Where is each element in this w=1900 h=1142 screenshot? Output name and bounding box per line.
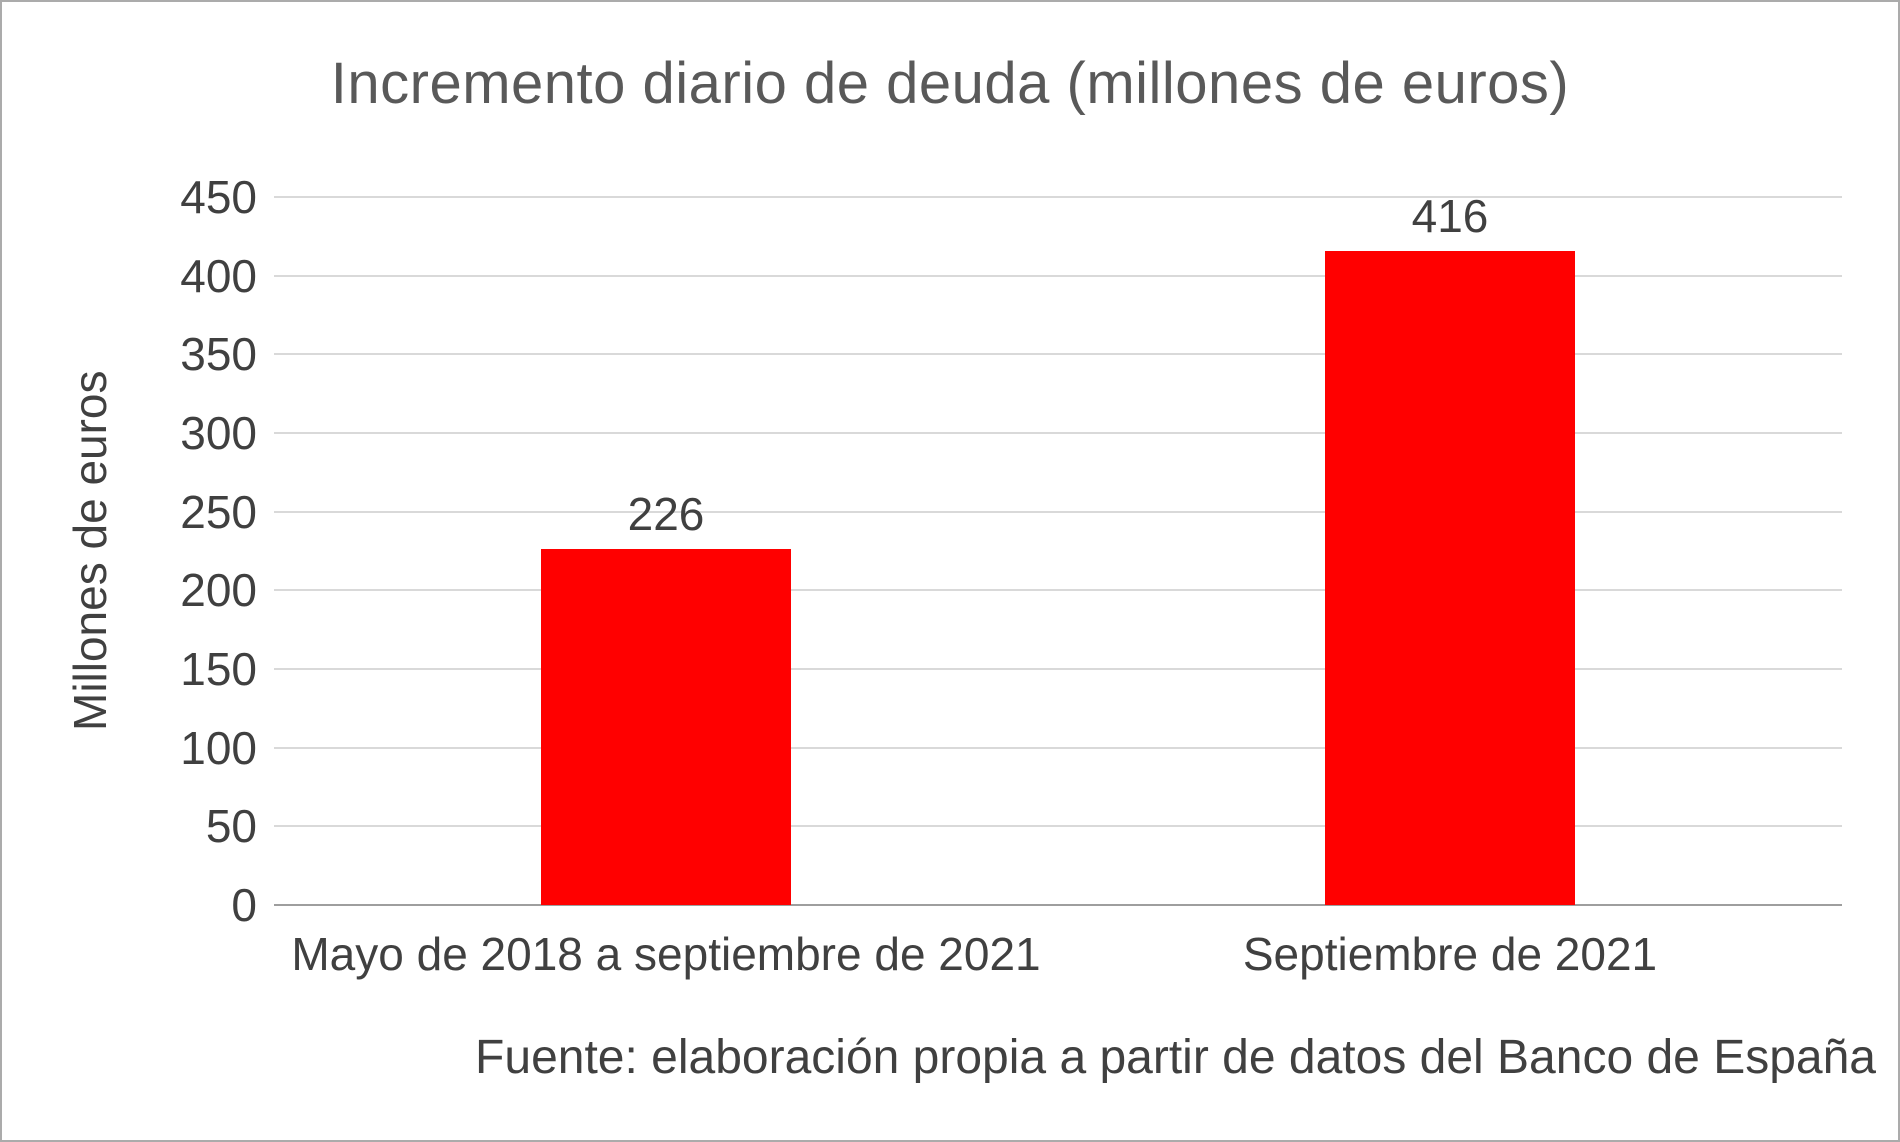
y-tick-label: 300 bbox=[180, 407, 257, 459]
bar-1: 226 bbox=[541, 488, 791, 905]
gridline bbox=[274, 589, 1842, 592]
source-note: Fuente: elaboración propia a partir de d… bbox=[475, 1031, 1876, 1084]
plot-area: 226 416 bbox=[274, 190, 1842, 906]
y-tick-label: 400 bbox=[180, 249, 257, 302]
x-category-label: Septiembre de 2021 bbox=[1242, 928, 1658, 980]
gridline bbox=[274, 746, 1842, 749]
y-axis-tick-labels: 0 50 100 150 200 250 300 350 400 450 bbox=[112, 171, 257, 931]
gridline bbox=[274, 432, 1842, 435]
y-tick-label: 250 bbox=[180, 485, 257, 538]
gridline bbox=[274, 274, 1842, 277]
bar-2: 416 bbox=[1325, 190, 1575, 905]
gridline bbox=[274, 668, 1842, 671]
bar-slot-1: 226 bbox=[274, 197, 1058, 905]
y-tick-label: 0 bbox=[231, 879, 257, 931]
bar-value-label: 416 bbox=[1411, 189, 1489, 242]
y-tick-label: 350 bbox=[180, 328, 257, 381]
y-tick-label: 200 bbox=[180, 564, 257, 617]
bar-rect bbox=[1325, 250, 1575, 905]
y-axis-title: Millones de euros bbox=[64, 370, 116, 732]
bar-rect bbox=[541, 549, 791, 905]
x-category-label: Mayo de 2018 a septiembre de 2021 bbox=[291, 928, 1041, 980]
x-axis-line bbox=[274, 904, 1842, 906]
y-tick-label: 50 bbox=[205, 800, 257, 853]
bar-value-label: 226 bbox=[627, 488, 705, 541]
y-tick-label: 100 bbox=[180, 721, 257, 774]
gridline bbox=[274, 825, 1842, 828]
gridline bbox=[274, 353, 1842, 356]
y-tick-label: 150 bbox=[180, 643, 257, 695]
gridline bbox=[274, 510, 1842, 513]
chart-title: Incremento diario de deuda (millones de … bbox=[330, 51, 1570, 116]
bar-slot-2: 416 bbox=[1058, 190, 1842, 905]
y-tick-label: 450 bbox=[180, 171, 257, 223]
gridline bbox=[274, 196, 1842, 198]
x-axis-category-labels: Mayo de 2018 a septiembre de 2021 Septiem… bbox=[274, 927, 1842, 981]
